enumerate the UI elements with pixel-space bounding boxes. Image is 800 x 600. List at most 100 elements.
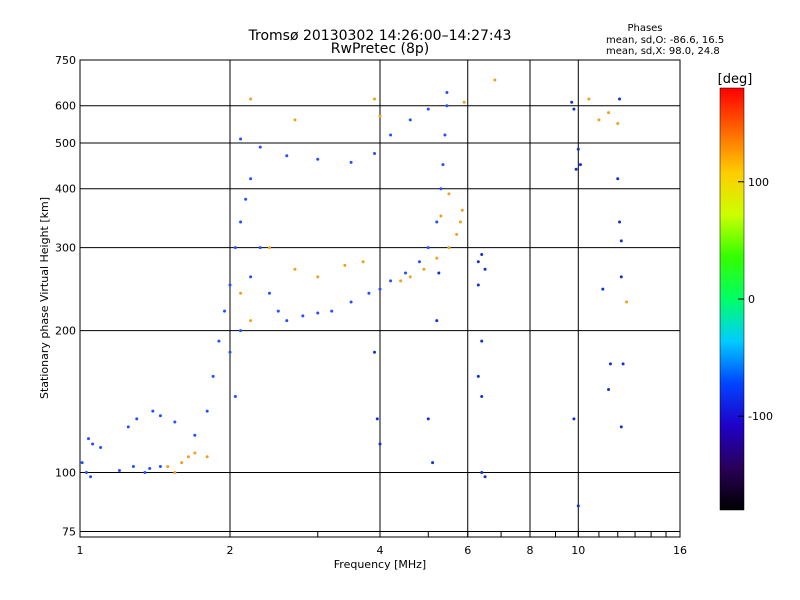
data-point: [445, 90, 449, 94]
data-point: [193, 451, 197, 455]
data-point: [258, 145, 262, 149]
colorbar-tick-label: 100: [748, 176, 769, 189]
data-point: [186, 455, 190, 459]
data-point: [193, 433, 197, 437]
data-point: [417, 260, 421, 264]
data-point: [330, 309, 334, 313]
data-point: [173, 471, 177, 475]
data-point: [476, 260, 480, 264]
data-point: [228, 350, 232, 354]
data-point: [217, 339, 221, 343]
data-point: [205, 409, 209, 413]
data-point: [458, 220, 462, 224]
data-point: [408, 118, 412, 122]
data-point: [621, 362, 625, 366]
data-point: [84, 471, 88, 475]
data-point: [80, 461, 84, 465]
data-point: [223, 309, 227, 313]
data-point: [439, 187, 443, 191]
data-point: [158, 465, 162, 469]
data-point: [447, 246, 451, 250]
data-point: [426, 107, 430, 111]
x-tick-label: 10: [571, 544, 585, 557]
data-point: [205, 455, 209, 459]
y-tick-label: 300: [55, 242, 76, 255]
data-point: [441, 163, 445, 167]
colorbar-label: [deg]: [718, 72, 753, 87]
data-point: [476, 374, 480, 378]
data-point: [389, 133, 393, 137]
x-axis-label: Frequency [MHz]: [334, 558, 426, 571]
data-point: [625, 300, 629, 304]
x-tick-label: 16: [673, 544, 687, 557]
y-tick-label: 100: [55, 467, 76, 480]
data-point: [483, 267, 487, 271]
data-point: [349, 160, 353, 164]
data-point: [117, 469, 121, 473]
stats-x: mean, sd,X: 98.0, 24.8: [606, 46, 720, 57]
data-point: [301, 314, 305, 318]
data-point: [480, 339, 484, 343]
data-point: [293, 267, 297, 271]
data-point: [608, 362, 612, 366]
data-point: [249, 275, 253, 279]
data-point: [143, 471, 147, 475]
data-point: [435, 319, 439, 323]
data-point: [173, 420, 177, 424]
y-tick-label: 400: [55, 183, 76, 196]
data-point: [180, 461, 184, 465]
stats-o: mean, sd,O: -86.6, 16.5: [606, 35, 724, 46]
data-point: [435, 220, 439, 224]
data-point: [367, 291, 371, 295]
data-points: [80, 78, 629, 508]
data-point: [91, 442, 95, 446]
data-point: [285, 319, 289, 323]
data-point: [403, 271, 407, 275]
data-point: [239, 137, 243, 141]
data-point: [437, 271, 441, 275]
x-tick-label: 2: [227, 544, 234, 557]
data-point: [233, 394, 237, 398]
data-point: [293, 118, 297, 122]
data-point: [126, 425, 130, 429]
data-point: [399, 279, 403, 283]
data-point: [378, 114, 382, 118]
data-point: [483, 475, 487, 479]
data-point: [211, 374, 215, 378]
data-point: [619, 275, 623, 279]
data-point: [607, 388, 611, 392]
y-tick-label: 75: [62, 525, 76, 538]
data-point: [316, 311, 320, 315]
data-point: [373, 350, 377, 354]
data-point: [249, 177, 253, 181]
data-point: [618, 97, 622, 101]
data-point: [239, 329, 243, 333]
data-point: [480, 253, 484, 257]
data-point: [86, 437, 90, 441]
data-point: [431, 461, 435, 465]
data-point: [587, 97, 591, 101]
data-point: [408, 275, 412, 279]
chart-title: Tromsø 20130302 14:26:00–14:27:43: [248, 28, 512, 44]
data-point: [574, 167, 578, 171]
data-point: [258, 246, 262, 250]
data-point: [158, 414, 162, 418]
stats-header: Phases: [627, 23, 662, 34]
data-point: [422, 267, 426, 271]
data-point: [618, 220, 622, 224]
data-point: [343, 263, 347, 267]
x-tick-label: 8: [527, 544, 534, 557]
y-tick-label: 750: [55, 54, 76, 67]
data-point: [378, 442, 382, 446]
x-axis: 1 2 4 6 8 10 16: [77, 532, 687, 557]
data-point: [89, 475, 93, 479]
data-point: [426, 246, 430, 250]
data-point: [616, 177, 620, 181]
data-point: [476, 283, 480, 287]
data-point: [349, 300, 353, 304]
data-point: [285, 154, 289, 158]
data-point: [480, 394, 484, 398]
data-point: [233, 246, 237, 250]
data-point: [597, 118, 601, 122]
